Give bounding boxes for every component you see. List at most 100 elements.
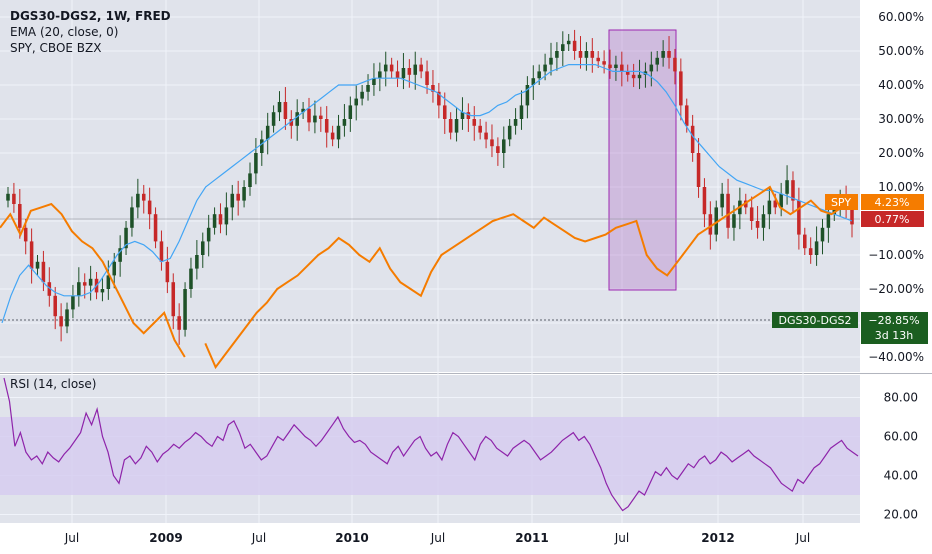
candle-body — [637, 74, 642, 79]
candle-body — [372, 78, 376, 85]
candle-body — [165, 261, 170, 283]
candle-body — [118, 248, 122, 262]
candle-body — [442, 105, 447, 119]
candle-body — [254, 153, 258, 174]
candle-body — [690, 125, 695, 153]
candle-body — [289, 119, 294, 126]
y-tick-label: 30.00% — [878, 112, 924, 126]
candle-body — [749, 207, 754, 221]
candle-body — [561, 44, 565, 51]
x-tick-label: 2012 — [701, 531, 734, 545]
main-series-badge: DGS30-DGS2 −28.85% 3d 13h — [772, 312, 928, 344]
x-tick-label: Jul — [795, 531, 810, 545]
candle-body — [141, 193, 146, 201]
candle-body — [437, 91, 441, 106]
rsi-legend[interactable]: RSI (14, close) — [10, 377, 97, 391]
series-lines — [0, 63, 859, 512]
rsi-band — [0, 417, 860, 495]
candle-body — [667, 51, 671, 58]
ema-legend[interactable]: EMA (20, close, 0) — [10, 25, 119, 39]
candle-body — [761, 214, 766, 228]
y-tick-label: 50.00% — [878, 44, 924, 58]
ema-line — [1, 63, 853, 324]
candle-body — [808, 248, 813, 255]
spy-badge-value: 4.23% — [875, 196, 910, 209]
candle-body — [578, 51, 583, 58]
candle-body — [797, 200, 801, 235]
candle-body — [230, 193, 235, 208]
rsi-line — [3, 377, 859, 512]
y-tick-label: 40.00% — [878, 78, 924, 92]
candle-body — [212, 214, 217, 228]
candle-body — [614, 64, 618, 68]
candle-body — [147, 200, 152, 215]
candle-body — [112, 261, 117, 276]
candle-body — [319, 115, 323, 119]
candle-body — [566, 40, 571, 45]
candle-body — [53, 295, 57, 317]
candle-body — [106, 275, 111, 289]
candle-body — [295, 112, 299, 126]
spy-legend[interactable]: SPY, CBOE BZX — [10, 41, 102, 55]
candle-body — [466, 112, 471, 119]
candle-body — [35, 261, 40, 269]
candle-body — [330, 132, 335, 140]
y-tick-label: 10.00% — [878, 180, 924, 194]
candle-body — [6, 193, 10, 201]
candle-body — [531, 78, 536, 85]
candle-body — [779, 193, 783, 208]
candle-body — [484, 132, 488, 140]
candle-body — [206, 227, 211, 242]
candle-body — [850, 207, 854, 225]
candle-body — [673, 57, 677, 72]
candle-body — [684, 105, 689, 126]
candle-body — [502, 139, 506, 153]
candle-body — [248, 173, 252, 187]
candle-body — [490, 139, 494, 147]
candle-body — [425, 71, 429, 85]
candle-body — [413, 64, 418, 75]
spy-badge: SPY 4.23% — [825, 194, 924, 210]
candle-body — [513, 119, 518, 126]
candle-body — [324, 119, 329, 133]
candle-body — [732, 214, 736, 228]
candle-body — [82, 282, 87, 286]
candle-body — [47, 282, 52, 296]
candle-body — [29, 241, 34, 269]
candle-body — [649, 64, 654, 72]
candle-body — [183, 289, 187, 330]
candle-body — [395, 71, 400, 79]
rsi-tick-label: 40.00 — [884, 469, 918, 483]
x-axis[interactable]: Jul 2009 Jul 2010 Jul 2011 Jul 2012 Jul — [64, 531, 810, 545]
main-series-badge-value: −28.85% — [868, 314, 919, 327]
candle-body — [543, 64, 547, 72]
y-tick-label: −10.00% — [868, 248, 924, 262]
last-value-text: 0.77% — [875, 213, 910, 226]
candle-body — [832, 207, 837, 215]
candle-body — [265, 125, 270, 140]
y-tick-label: −40.00% — [868, 350, 924, 364]
candle-body — [378, 71, 382, 79]
candle-body — [655, 57, 660, 65]
candle-body — [366, 85, 370, 92]
candle-body — [360, 91, 364, 99]
x-tick-label: 2009 — [149, 531, 182, 545]
candle-body — [478, 125, 482, 133]
candle-body — [354, 98, 358, 106]
rsi-y-axis[interactable]: 80.00 60.00 40.00 20.00 — [884, 391, 918, 522]
candle-body — [283, 102, 288, 119]
candle-body — [814, 241, 819, 255]
y-axis[interactable]: 60.00%50.00%40.00%30.00%20.00%10.00%0.00… — [868, 10, 924, 364]
candle-body — [584, 51, 589, 58]
candle-body — [236, 193, 240, 201]
candle-body — [301, 108, 305, 113]
chart-title[interactable]: DGS30-DGS2, 1W, FRED — [10, 9, 171, 23]
candle-body — [549, 57, 553, 65]
candle-body — [596, 57, 600, 62]
candle-body — [401, 68, 406, 79]
y-tick-label: 20.00% — [878, 146, 924, 160]
candle-body — [572, 40, 577, 51]
candle-body — [525, 85, 530, 106]
candle-body — [631, 74, 636, 79]
